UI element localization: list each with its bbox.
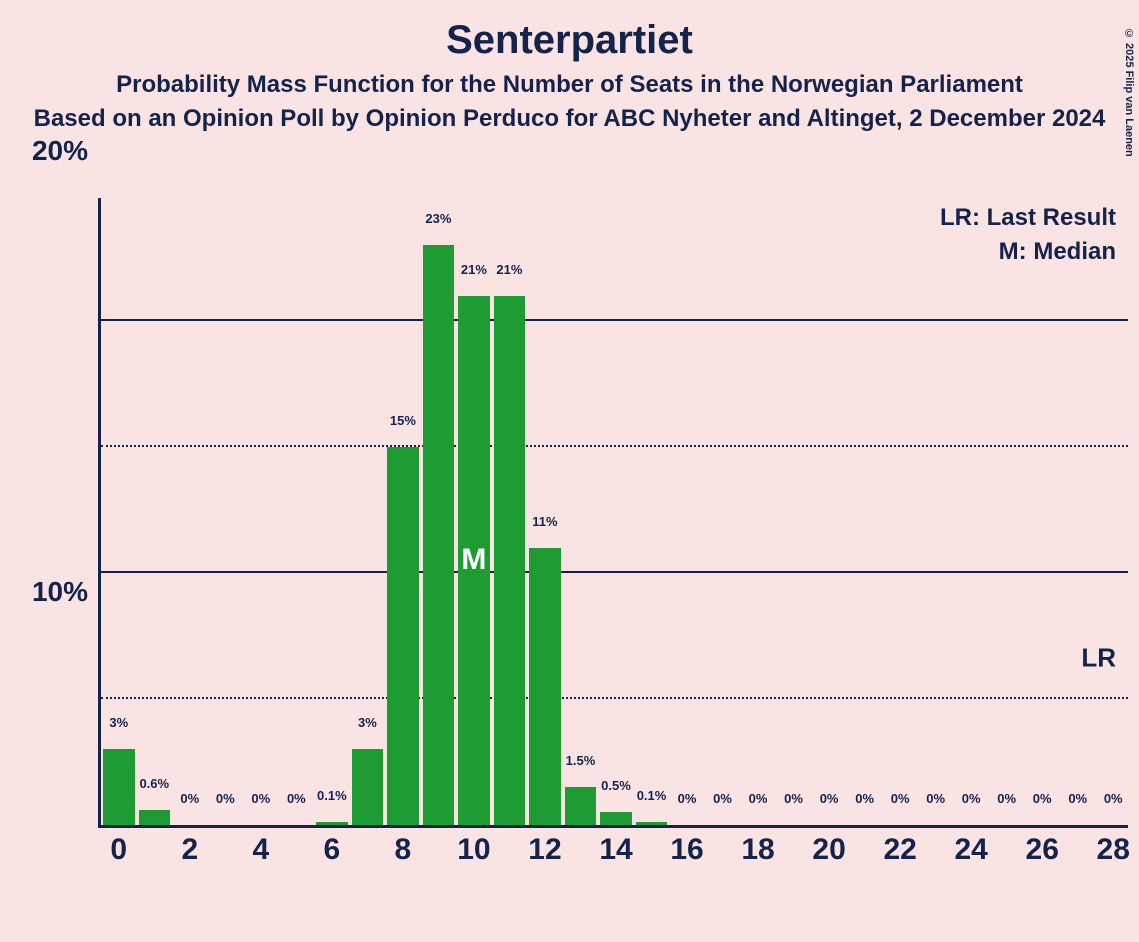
x-axis-label: 10 <box>457 833 490 867</box>
bar-value-label: 11% <box>527 514 563 531</box>
bar <box>423 245 455 825</box>
bar: M <box>458 296 490 825</box>
x-axis-label: 8 <box>395 833 412 867</box>
bar <box>139 810 171 825</box>
bar-value-label: 0% <box>669 791 705 808</box>
bar-slot: 0.1% <box>314 198 350 825</box>
bar-value-label: 0% <box>1024 791 1060 808</box>
x-axis-label: 28 <box>1097 833 1130 867</box>
bar-value-label: 21% <box>456 262 492 279</box>
bar-value-label: 0.1% <box>314 788 350 805</box>
x-axis-label: 0 <box>110 833 127 867</box>
bar-value-label: 0% <box>1060 791 1096 808</box>
bar-slot: 21% <box>492 198 528 825</box>
bar-slot: 0% <box>776 198 812 825</box>
bar <box>529 548 561 825</box>
x-axis-label: 4 <box>252 833 269 867</box>
bar-value-label: 0% <box>208 791 244 808</box>
chart-area: LR: Last Result M: Median 3%0.6%0%0%0%0%… <box>98 198 1128 828</box>
bar-value-label: 0.1% <box>634 788 670 805</box>
bar-slot: 0.1% <box>634 198 670 825</box>
bar-slot: 0% <box>953 198 989 825</box>
x-axis-label: 14 <box>599 833 632 867</box>
bar-value-label: 0% <box>918 791 954 808</box>
bar-value-label: 15% <box>385 413 421 430</box>
bar-value-label: 0% <box>243 791 279 808</box>
bar-value-label: 0% <box>279 791 315 808</box>
bar-value-label: 0% <box>811 791 847 808</box>
x-axis-label: 18 <box>741 833 774 867</box>
bar-slot: 0% <box>847 198 883 825</box>
chart-title: Senterpartiet <box>0 18 1139 63</box>
bar-slot: 3% <box>350 198 386 825</box>
bar-value-label: 0.5% <box>598 778 634 795</box>
lr-marker: LR <box>1081 643 1116 674</box>
x-axis-label: 2 <box>181 833 198 867</box>
bar-value-label: 3% <box>350 715 386 732</box>
bar-value-label: 1.5% <box>563 753 599 770</box>
copyright-text: © 2025 Filip van Laenen <box>1123 28 1135 157</box>
bar-value-label: 0% <box>740 791 776 808</box>
bar-slot: 0% <box>882 198 918 825</box>
bar-slot: 21% M <box>456 198 492 825</box>
bar <box>636 822 668 825</box>
bar-slot: 0% <box>989 198 1025 825</box>
median-marker: M <box>458 543 490 577</box>
bar-slot: 0% <box>1095 198 1131 825</box>
bar <box>387 447 419 825</box>
chart-subtitle-1: Probability Mass Function for the Number… <box>0 71 1139 99</box>
chart-subtitle-2: Based on an Opinion Poll by Opinion Perd… <box>0 105 1139 133</box>
bar-value-label: 0% <box>776 791 812 808</box>
bar-value-label: 23% <box>421 211 457 228</box>
x-axis-label: 24 <box>954 833 987 867</box>
bar <box>352 749 384 825</box>
bar-value-label: 21% <box>492 262 528 279</box>
bar-slot: 15% <box>385 198 421 825</box>
bar-slot: 0% <box>208 198 244 825</box>
bar <box>316 822 348 825</box>
y-axis-label: 20% <box>32 135 88 513</box>
bar-slot: 1.5% <box>563 198 599 825</box>
bar-slot: 11% <box>527 198 563 825</box>
bar-value-label: 0% <box>847 791 883 808</box>
x-axis-label: 16 <box>670 833 703 867</box>
bar-value-label: 0% <box>953 791 989 808</box>
plot-region: 3%0.6%0%0%0%0%0.1%3%15%23%21%M21%11%1.5%… <box>98 198 1128 828</box>
bar <box>565 787 597 825</box>
bar-slot: 0% <box>1060 198 1096 825</box>
bar <box>600 812 632 825</box>
bar-slot: 0% <box>918 198 954 825</box>
bar-slot: 0% <box>705 198 741 825</box>
bars-container: 3%0.6%0%0%0%0%0.1%3%15%23%21%M21%11%1.5%… <box>101 198 1128 825</box>
bar <box>103 749 135 825</box>
bar-value-label: 0% <box>705 791 741 808</box>
bar-slot: 0.5% <box>598 198 634 825</box>
x-axis-label: 20 <box>812 833 845 867</box>
x-axis-label: 6 <box>324 833 341 867</box>
bar-value-label: 0% <box>882 791 918 808</box>
bar-slot: 0% <box>669 198 705 825</box>
bar-slot: 3% <box>101 198 137 825</box>
bar-slot: 0% <box>811 198 847 825</box>
x-axis-label: 22 <box>883 833 916 867</box>
bar-slot: 23% <box>421 198 457 825</box>
bar-value-label: 0% <box>989 791 1025 808</box>
bar-slot: 0% <box>1024 198 1060 825</box>
bar <box>494 296 526 825</box>
bar-value-label: 0% <box>1095 791 1131 808</box>
bar-slot: 0.6% <box>137 198 173 825</box>
x-axis-label: 26 <box>1026 833 1059 867</box>
bar-value-label: 3% <box>101 715 137 732</box>
bar-value-label: 0.6% <box>137 776 173 793</box>
bar-slot: 0% <box>279 198 315 825</box>
bar-slot: 0% <box>172 198 208 825</box>
bar-value-label: 0% <box>172 791 208 808</box>
bar-slot: 0% <box>243 198 279 825</box>
bar-slot: 0% <box>740 198 776 825</box>
x-axis-label: 12 <box>528 833 561 867</box>
